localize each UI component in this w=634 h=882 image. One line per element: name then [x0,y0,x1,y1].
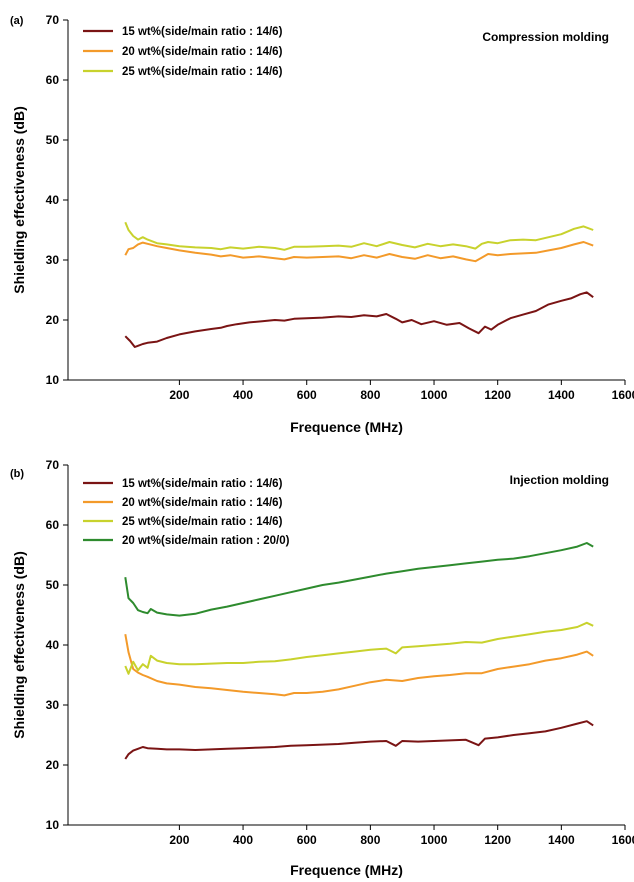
legend-label: 20 wt%(side/main ratio : 14/6) [122,497,283,509]
x-tick-label: 1000 [421,833,448,847]
panel-a: (a) Compression molding Frequence (MHz) … [10,13,634,435]
y-tick-label: 40 [46,638,60,652]
legend-label: 25 wt%(side/main ratio : 14/6) [122,66,283,78]
y-tick-label: 50 [46,133,60,147]
y-tick-label: 50 [46,578,60,592]
x-tick-label: 1400 [548,833,575,847]
y-tick-label: 70 [46,458,60,472]
y-axis-label: Shielding effectiveness (dB) [11,106,27,293]
y-tick-label: 30 [46,253,60,267]
series-line [124,621,594,675]
series-line [124,291,594,348]
x-tick-label: 200 [169,833,189,847]
x-axis-label: Frequence (MHz) [290,862,403,878]
series-line [124,221,594,251]
panel-b: (b) Injection molding Frequence (MHz) Sh… [10,458,634,878]
x-axis-label: Frequence (MHz) [290,419,403,435]
legend-label: 15 wt%(side/main ratio : 14/6) [122,26,283,38]
series-line [124,720,594,760]
x-tick-label: 400 [233,388,253,402]
y-tick-label: 20 [46,313,60,327]
x-tick-label: 1000 [421,388,448,402]
y-tick-label: 20 [46,758,60,772]
x-tick-label: 600 [297,388,317,402]
y-tick-label: 60 [46,73,60,87]
y-tick-label: 70 [46,13,60,27]
series-line [124,241,594,263]
x-tick-label: 800 [360,388,380,402]
x-tick-label: 800 [360,833,380,847]
x-tick-label: 200 [169,388,189,402]
annotation: Injection molding [510,473,609,487]
legend-label: 20 wt%(side/main ration : 20/0) [122,535,290,547]
y-tick-label: 40 [46,193,60,207]
panel-label: (a) [10,15,24,27]
series-line [124,542,594,617]
x-tick-label: 1200 [484,833,511,847]
x-tick-label: 1600 [612,833,634,847]
y-tick-label: 60 [46,518,60,532]
x-tick-label: 1400 [548,388,575,402]
panel-label: (b) [10,468,24,480]
series-line [124,634,594,697]
y-tick-label: 10 [46,818,60,832]
x-tick-label: 600 [297,833,317,847]
x-tick-label: 1600 [612,388,634,402]
x-tick-label: 1200 [484,388,511,402]
legend-label: 25 wt%(side/main ratio : 14/6) [122,516,283,528]
legend-label: 20 wt%(side/main ratio : 14/6) [122,46,283,58]
legend-label: 15 wt%(side/main ratio : 14/6) [122,478,283,490]
x-tick-label: 400 [233,833,253,847]
annotation: Compression molding [482,30,609,44]
y-axis-label: Shielding effectiveness (dB) [11,551,27,738]
y-tick-label: 30 [46,698,60,712]
y-tick-label: 10 [46,373,60,387]
